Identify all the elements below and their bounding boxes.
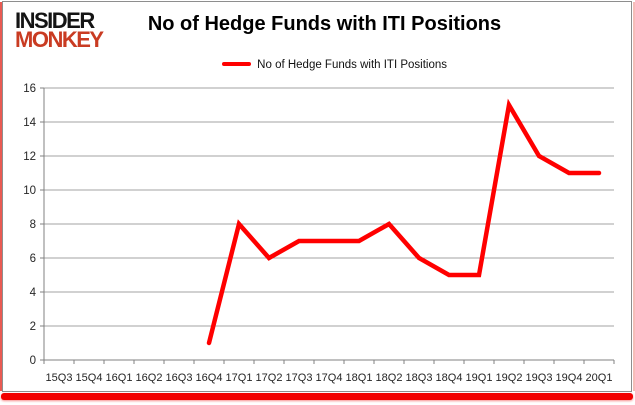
legend-line-marker	[221, 62, 251, 66]
red-right-accent	[633, 2, 635, 391]
legend-label: No of Hedge Funds with ITI Positions	[257, 59, 448, 71]
chart-title: No of Hedge Funds with ITI Positions	[147, 13, 502, 35]
red-bottom-accent-bar	[1, 393, 633, 400]
red-left-accent	[0, 2, 2, 391]
chart-frame: INSIDER MONKEY No of Hedge Funds with IT…	[2, 1, 632, 392]
insider-monkey-logo: INSIDER MONKEY	[15, 8, 125, 52]
chart-legend: No of Hedge Funds with ITI Positions	[38, 59, 631, 71]
logo-text-monkey: MONKEY	[15, 27, 104, 52]
logo-text-insider: INSIDER	[15, 8, 95, 33]
